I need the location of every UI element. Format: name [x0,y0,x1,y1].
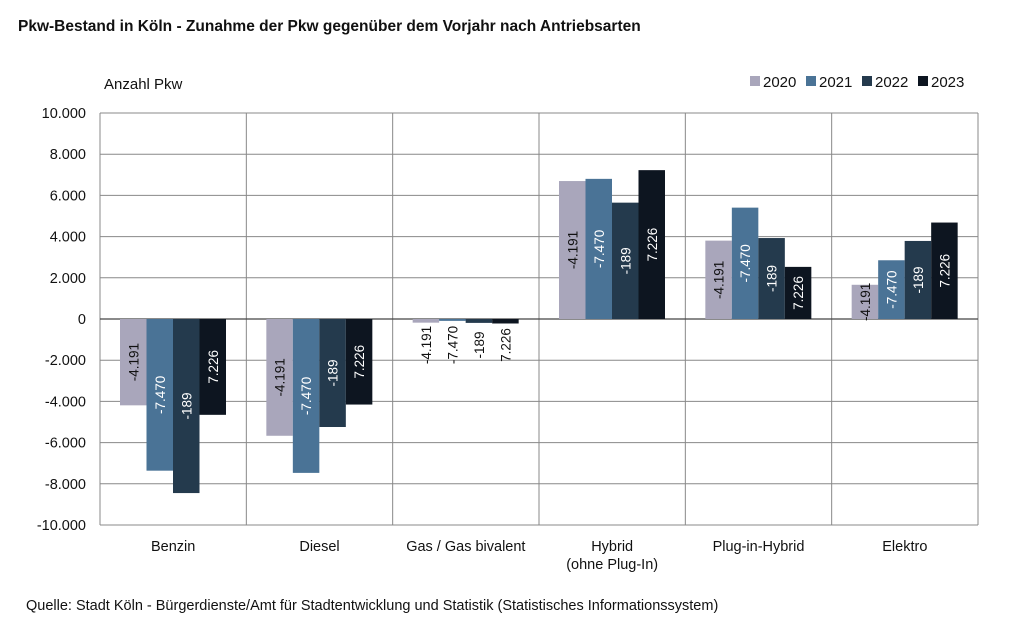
bar-2021 [146,319,173,471]
data-label: -7.470 [299,377,314,415]
bar-2021 [731,207,759,319]
x-tick-label: Diesel [299,539,339,555]
legend-swatch-2020 [750,76,760,86]
bar-2021 [878,260,905,319]
bar-2020 [120,319,147,406]
y-tick-label: 2.000 [50,271,86,287]
y-tick-label: -6.000 [45,436,86,452]
data-label: -7.470 [445,326,460,364]
bar-2023 [492,319,519,324]
y-axis-label: Anzahl Pkw [104,76,183,93]
bar-2021 [585,178,612,319]
legend-label: 2023 [931,74,964,91]
bar-2022 [319,319,346,428]
x-tick-label: Gas / Gas bivalent [406,539,525,555]
data-label: -189 [618,247,633,274]
y-tick-label: 4.000 [50,230,86,246]
data-label: 7.226 [352,345,367,379]
y-tick-label: -8.000 [45,477,86,493]
bar-2020 [266,319,293,436]
chart-title: Pkw-Bestand in Köln - Zunahme der Pkw ge… [18,18,641,35]
bar-2020 [412,319,440,323]
data-label: 7.226 [645,228,660,262]
bar-2021 [439,319,466,321]
y-tick-label: 8.000 [50,147,86,163]
y-tick-label: -10.000 [37,518,86,534]
data-label: -7.470 [153,376,168,414]
data-label: -189 [179,393,194,420]
data-label: -4.191 [712,261,727,299]
y-tick-label: -4.000 [45,394,86,410]
data-label: 7.226 [206,350,221,384]
data-label: 7.226 [937,254,952,288]
data-label: -189 [326,359,341,386]
data-label: -4.191 [419,326,434,364]
data-label: -7.470 [592,230,607,268]
bar-2023 [931,222,958,319]
bar-2023 [199,319,226,415]
y-tick-label: 0 [78,312,86,328]
y-tick-label: -2.000 [45,353,86,369]
legend-label: 2022 [875,74,908,91]
bar-2020 [559,181,586,319]
bar-2023 [638,170,665,319]
bar-2020 [851,284,879,319]
data-label: -7.470 [738,244,753,282]
bar-2022 [904,240,932,319]
x-tick-label: Benzin [151,539,195,555]
bar-2021 [292,319,320,473]
x-tick-label: Hybrid [591,539,633,555]
data-label: 7.226 [791,276,806,310]
bar-2023 [784,266,812,319]
data-label: -7.470 [884,270,899,308]
x-tick-label: (ohne Plug-In) [566,557,658,573]
data-label: -189 [472,331,487,358]
data-label: -4.191 [858,283,873,321]
source-note: Quelle: Stadt Köln - Bürgerdienste/Amt f… [26,598,719,614]
data-label: -4.191 [273,358,288,396]
y-tick-label: 6.000 [50,188,86,204]
legend-label: 2021 [819,74,852,91]
bar-2022 [465,319,493,323]
data-label: -189 [911,266,926,293]
bar-2022 [173,319,200,494]
x-tick-label: Plug-in-Hybrid [713,539,805,555]
bar-2020 [705,240,732,319]
data-label: -4.191 [126,343,141,381]
legend-swatch-2021 [806,76,816,86]
legend-label: 2020 [763,74,796,91]
bar-2022 [612,202,639,319]
data-label: -189 [765,265,780,292]
legend-swatch-2022 [862,76,872,86]
y-tick-label: 10.000 [42,106,86,122]
data-label: 7.226 [498,328,513,362]
data-label: -4.191 [565,231,580,269]
bar-2022 [758,238,785,319]
bar-2023 [345,319,373,405]
legend-swatch-2023 [918,76,928,86]
x-tick-label: Elektro [882,539,927,555]
